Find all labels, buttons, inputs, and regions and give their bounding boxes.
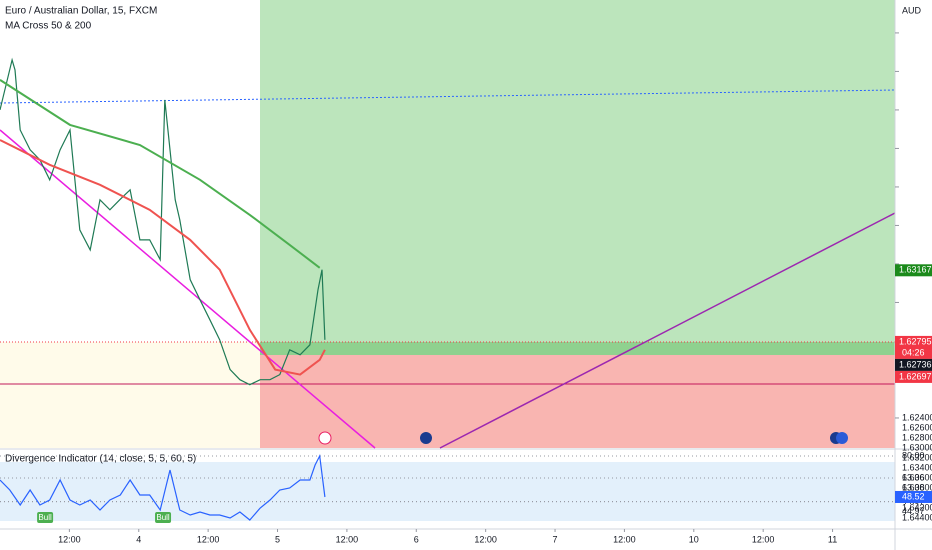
x-tick-label: 12:00 (58, 534, 81, 544)
y-tick-label: 1.64400 (902, 512, 932, 522)
x-tick-label: 12:00 (197, 534, 220, 544)
price-tag (895, 370, 932, 383)
stop-zone (260, 355, 895, 448)
price-tag-label: 48.52 (902, 491, 925, 501)
y-tick-label: 44.97 (902, 506, 925, 516)
y-tick-label: 1.62800 (902, 432, 932, 442)
session-bg (0, 342, 260, 448)
series-line (0, 79, 321, 269)
y-tick-label: 1.63200 (902, 452, 932, 462)
y-tick-label: 1.63400 (902, 462, 932, 472)
osc-band (0, 462, 895, 521)
trend-line (0, 129, 376, 449)
x-tick-label: 10 (689, 534, 699, 544)
y-tick-label: 63.06 (902, 482, 925, 492)
price-tag (895, 358, 932, 371)
countdown-label: 04:26 (902, 347, 925, 357)
price-tag-label: 1.62795 (899, 336, 932, 346)
x-tick-label: 11 (828, 534, 837, 544)
event-icon[interactable] (318, 431, 332, 445)
series-line (0, 453, 326, 521)
price-tag (895, 335, 932, 359)
series-line (0, 139, 326, 376)
x-tick-label: 12:00 (752, 534, 775, 544)
x-tick-label: 12:00 (613, 534, 636, 544)
y-tick-label: 1.62400 (902, 412, 932, 422)
entry-band (260, 342, 895, 355)
x-tick-label: 4 (136, 534, 141, 544)
price-tag (895, 490, 932, 503)
series-line (0, 57, 326, 386)
x-tick-label: 12:00 (336, 534, 359, 544)
x-tick-label: 5 (275, 534, 280, 544)
event-icon[interactable] (420, 432, 432, 444)
target-zone (260, 0, 895, 342)
y-tick-label: 1.63800 (902, 482, 932, 492)
indicator-title: MA Cross 50 & 200 (5, 21, 92, 32)
symbol-title: Euro / Australian Dollar, 15, FXCM (5, 6, 157, 17)
y-tick-label: 80.00 (902, 450, 925, 460)
axis-unit: AUD (902, 5, 922, 15)
level-line (0, 89, 896, 104)
y-tick-label: 63.06 (902, 472, 925, 482)
price-tag-label: 1.63167 (899, 265, 932, 275)
price-tag-label: 1.62736 (899, 359, 932, 369)
annotation-label: Bull (38, 513, 52, 522)
x-tick-label: 6 (414, 534, 419, 544)
trend-line (439, 212, 896, 449)
event-icon[interactable] (836, 432, 848, 444)
y-tick-label: 1.63600 (902, 472, 932, 482)
annotation-box (155, 512, 172, 523)
y-tick-label: 1.62600 (902, 422, 932, 432)
x-tick-label: 12:00 (474, 534, 497, 544)
price-tag-label: 1.62697 (899, 371, 932, 381)
price-tag (895, 264, 932, 277)
annotation-label: Bull (156, 513, 170, 522)
x-tick-label: 7 (553, 534, 558, 544)
y-tick-label: 1.63000 (902, 442, 932, 452)
annotation-box (37, 512, 54, 523)
y-tick-label: 1.64200 (902, 502, 932, 512)
osc-title: Divergence Indicator (14, close, 5, 5, 6… (5, 454, 196, 465)
